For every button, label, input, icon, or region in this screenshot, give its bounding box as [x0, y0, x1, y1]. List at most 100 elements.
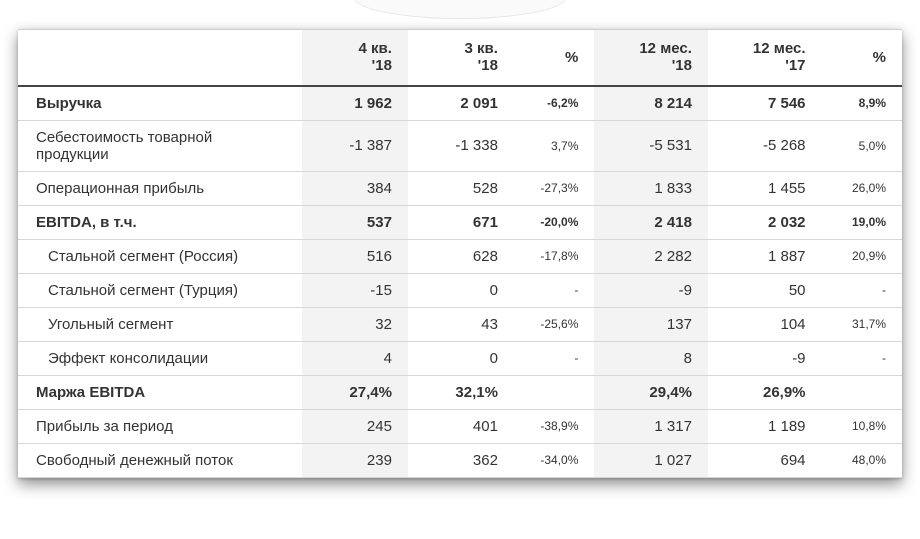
- cell: -25,6%: [514, 307, 594, 341]
- cell: 31,7%: [822, 307, 902, 341]
- table-header: 4 кв.'183 кв.'18%12 мес.'1812 мес.'17%: [18, 30, 902, 86]
- row-label: Выручка: [18, 86, 302, 121]
- table-row: EBITDA, в т.ч.537671-20,0%2 4182 03219,0…: [18, 205, 902, 239]
- cell: 104: [708, 307, 822, 341]
- cell: 8: [594, 341, 708, 375]
- cell: 1 887: [708, 239, 822, 273]
- cell: 43: [408, 307, 514, 341]
- row-label: EBITDA, в т.ч.: [18, 205, 302, 239]
- table-body: Выручка1 9622 091-6,2%8 2147 5468,9%Себе…: [18, 86, 902, 478]
- table-row: Себестоимость товарной продукции-1 387-1…: [18, 120, 902, 171]
- row-label: Операционная прибыль: [18, 171, 302, 205]
- table-row: Стальной сегмент (Россия)516628-17,8%2 2…: [18, 239, 902, 273]
- cell: 48,0%: [822, 443, 902, 477]
- cell: -: [514, 273, 594, 307]
- table-row: Операционная прибыль384528-27,3%1 8331 4…: [18, 171, 902, 205]
- col-header-6: %: [822, 30, 902, 86]
- financial-table-card: 4 кв.'183 кв.'18%12 мес.'1812 мес.'17% В…: [18, 29, 902, 478]
- cell: -5 531: [594, 120, 708, 171]
- col-header-5: 12 мес.'17: [708, 30, 822, 86]
- table-row: Стальной сегмент (Турция)-150--950-: [18, 273, 902, 307]
- row-label: Стальной сегмент (Турция): [18, 273, 302, 307]
- cell: 27,4%: [302, 375, 408, 409]
- cell: 1 317: [594, 409, 708, 443]
- cell: 516: [302, 239, 408, 273]
- cell: [822, 375, 902, 409]
- cell: 239: [302, 443, 408, 477]
- cell: 32,1%: [408, 375, 514, 409]
- cell: 1 027: [594, 443, 708, 477]
- cell: -34,0%: [514, 443, 594, 477]
- cell: 20,9%: [822, 239, 902, 273]
- row-label: Себестоимость товарной продукции: [18, 120, 302, 171]
- cell: 2 418: [594, 205, 708, 239]
- row-label: Эффект консолидации: [18, 341, 302, 375]
- cell: 4: [302, 341, 408, 375]
- top-notch: [354, 0, 566, 19]
- cell: 8 214: [594, 86, 708, 121]
- cell: 1 833: [594, 171, 708, 205]
- col-header-2: 3 кв.'18: [408, 30, 514, 86]
- cell: -17,8%: [514, 239, 594, 273]
- cell: -1 387: [302, 120, 408, 171]
- cell: 2 032: [708, 205, 822, 239]
- col-header-1: 4 кв.'18: [302, 30, 408, 86]
- cell: 32: [302, 307, 408, 341]
- cell: 401: [408, 409, 514, 443]
- row-label: Угольный сегмент: [18, 307, 302, 341]
- table-row: Выручка1 9622 091-6,2%8 2147 5468,9%: [18, 86, 902, 121]
- cell: 19,0%: [822, 205, 902, 239]
- cell: 384: [302, 171, 408, 205]
- cell: -1 338: [408, 120, 514, 171]
- cell: 50: [708, 273, 822, 307]
- cell: -27,3%: [514, 171, 594, 205]
- cell: 1 189: [708, 409, 822, 443]
- cell: 29,4%: [594, 375, 708, 409]
- cell: 0: [408, 273, 514, 307]
- row-label: Маржа EBITDA: [18, 375, 302, 409]
- cell: -6,2%: [514, 86, 594, 121]
- col-header-4: 12 мес.'18: [594, 30, 708, 86]
- cell: 2 091: [408, 86, 514, 121]
- cell: -: [822, 341, 902, 375]
- cell: 5,0%: [822, 120, 902, 171]
- cell: 26,9%: [708, 375, 822, 409]
- table-row: Эффект консолидации40-8-9-: [18, 341, 902, 375]
- cell: -9: [708, 341, 822, 375]
- col-header-label: [18, 30, 302, 86]
- cell: 1 455: [708, 171, 822, 205]
- cell: 7 546: [708, 86, 822, 121]
- table-row: Прибыль за период245401-38,9%1 3171 1891…: [18, 409, 902, 443]
- row-label: Прибыль за период: [18, 409, 302, 443]
- cell: [514, 375, 594, 409]
- cell: 8,9%: [822, 86, 902, 121]
- cell: 671: [408, 205, 514, 239]
- cell: -: [822, 273, 902, 307]
- cell: -15: [302, 273, 408, 307]
- cell: 245: [302, 409, 408, 443]
- cell: 10,8%: [822, 409, 902, 443]
- cell: 26,0%: [822, 171, 902, 205]
- row-label: Свободный денежный поток: [18, 443, 302, 477]
- cell: 2 282: [594, 239, 708, 273]
- cell: 628: [408, 239, 514, 273]
- cell: 1 962: [302, 86, 408, 121]
- financial-table: 4 кв.'183 кв.'18%12 мес.'1812 мес.'17% В…: [18, 30, 902, 478]
- table-row: Свободный денежный поток239362-34,0%1 02…: [18, 443, 902, 477]
- cell: -20,0%: [514, 205, 594, 239]
- table-row: Угольный сегмент3243-25,6%13710431,7%: [18, 307, 902, 341]
- col-header-3: %: [514, 30, 594, 86]
- cell: 537: [302, 205, 408, 239]
- cell: 3,7%: [514, 120, 594, 171]
- cell: 694: [708, 443, 822, 477]
- table-row: Маржа EBITDA27,4%32,1% 29,4%26,9%: [18, 375, 902, 409]
- cell: -38,9%: [514, 409, 594, 443]
- cell: -9: [594, 273, 708, 307]
- cell: 528: [408, 171, 514, 205]
- cell: -5 268: [708, 120, 822, 171]
- cell: 362: [408, 443, 514, 477]
- cell: 137: [594, 307, 708, 341]
- cell: -: [514, 341, 594, 375]
- row-label: Стальной сегмент (Россия): [18, 239, 302, 273]
- cell: 0: [408, 341, 514, 375]
